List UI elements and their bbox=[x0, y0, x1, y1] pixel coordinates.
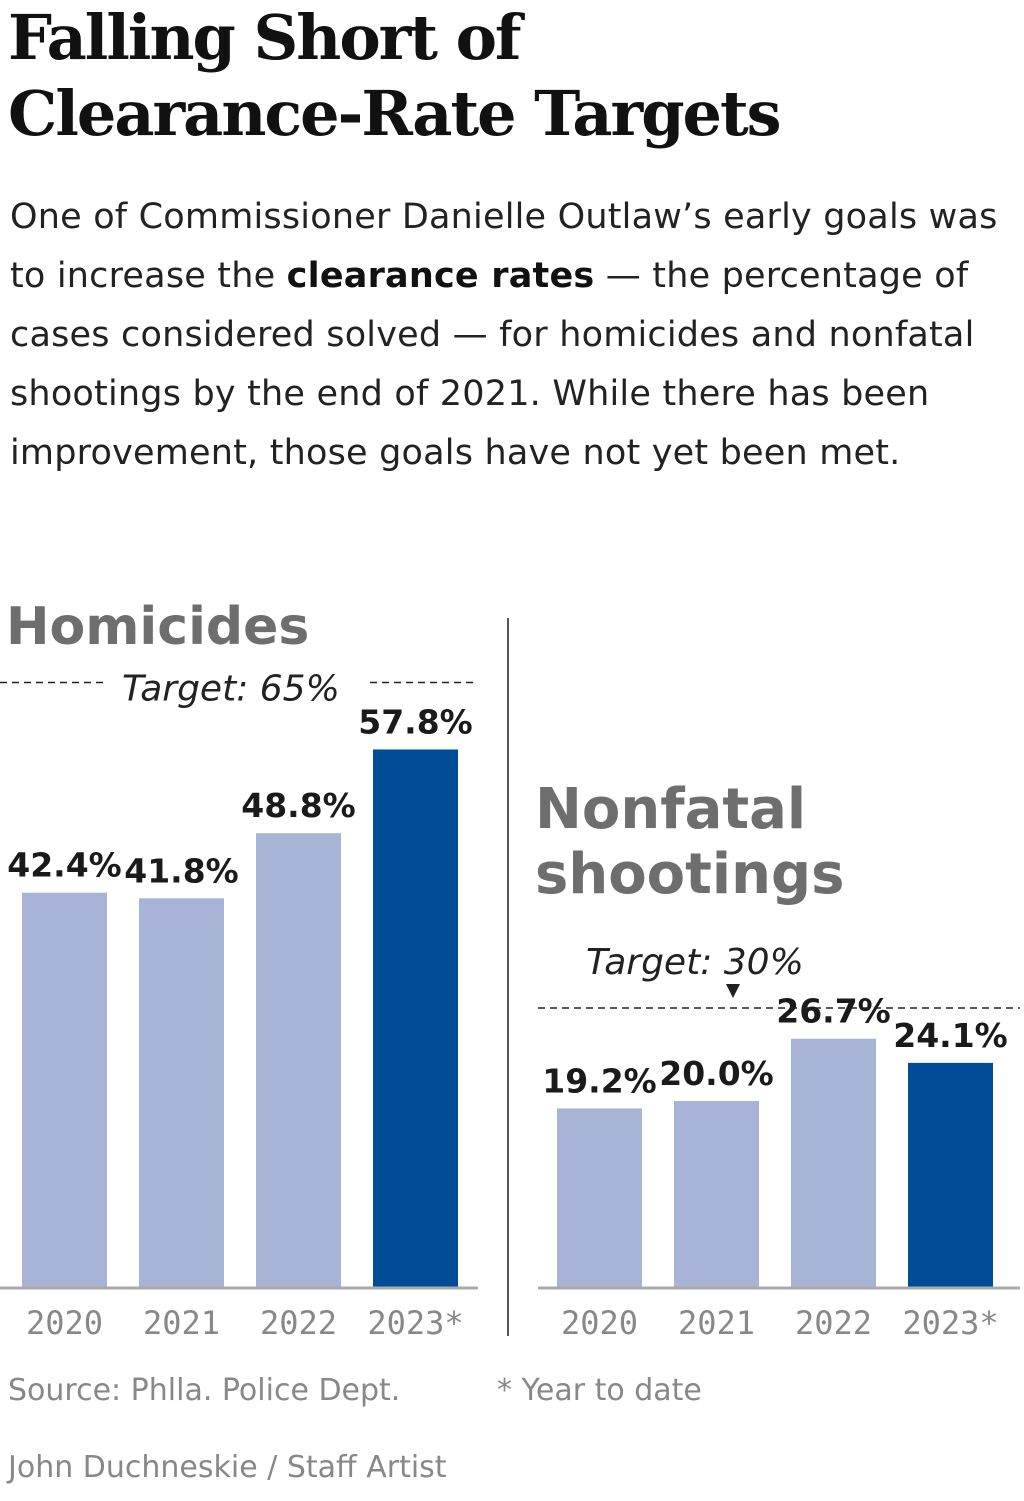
nonfatal-tick-label: 2021 bbox=[678, 1304, 755, 1342]
panel-divider bbox=[507, 618, 509, 1336]
homicides-value-label: 57.8% bbox=[358, 702, 473, 741]
homicides-bar-2020 bbox=[22, 892, 107, 1287]
nonfatal-target-label: Target: 30% bbox=[586, 942, 804, 983]
nonfatal-bar-2020 bbox=[557, 1108, 642, 1287]
homicides-tick-label: 2021 bbox=[143, 1304, 220, 1342]
homicides-value-label: 41.8% bbox=[124, 851, 239, 890]
nonfatal-value-label: 24.1% bbox=[893, 1016, 1008, 1055]
homicides-tick-label: 2023* bbox=[367, 1304, 463, 1342]
homicides-panel-title: Homicides bbox=[6, 597, 309, 657]
title-line-2: Clearance-Rate Targets bbox=[8, 77, 782, 150]
nonfatal-value-label: 20.0% bbox=[659, 1054, 774, 1093]
nonfatal-bar-2023 bbox=[908, 1062, 993, 1287]
homicides-value-label: 48.8% bbox=[241, 786, 356, 825]
homicides-value-label: 42.4% bbox=[7, 846, 122, 885]
chart-title: Falling Short of Clearance-Rate Targets bbox=[8, 0, 782, 152]
nonfatal-value-label: 26.7% bbox=[776, 992, 891, 1031]
dek-text-before: One of Commissioner Danielle Outlaw’s ea… bbox=[10, 197, 998, 296]
homicides-target-label: Target: 65% bbox=[122, 669, 340, 710]
dek-text-after: — the percentage of cases considered sol… bbox=[10, 256, 975, 473]
nonfatal-target-pointer-icon bbox=[726, 984, 740, 998]
footnote: * Year to date bbox=[497, 1373, 702, 1408]
dek-bold-term: clearance rates bbox=[286, 256, 595, 296]
source-note: Source: Phlla. Police Dept. bbox=[8, 1373, 401, 1408]
nonfatal-bar-2022 bbox=[791, 1038, 876, 1287]
nonfatal-panel-title: shootings bbox=[535, 842, 844, 907]
nonfatal-tick-label: 2023* bbox=[902, 1304, 998, 1342]
homicides-bar-2023 bbox=[373, 749, 458, 1287]
nonfatal-panel-title: Nonfatal bbox=[535, 777, 806, 842]
nonfatal-value-label: 19.2% bbox=[542, 1061, 657, 1100]
chart-description: One of Commissioner Danielle Outlaw’s ea… bbox=[10, 188, 1000, 483]
nonfatal-tick-label: 2022 bbox=[795, 1304, 872, 1342]
nonfatal-bar-2021 bbox=[674, 1101, 759, 1287]
homicides-bar-2022 bbox=[256, 833, 341, 1287]
homicides-bar-2021 bbox=[139, 898, 224, 1287]
title-line-1: Falling Short of bbox=[8, 1, 522, 74]
homicides-tick-label: 2022 bbox=[260, 1304, 337, 1342]
homicides-tick-label: 2020 bbox=[26, 1304, 103, 1342]
credit-line: John Duchneskie / Staff Artist bbox=[8, 1450, 447, 1485]
nonfatal-tick-label: 2020 bbox=[561, 1304, 638, 1342]
